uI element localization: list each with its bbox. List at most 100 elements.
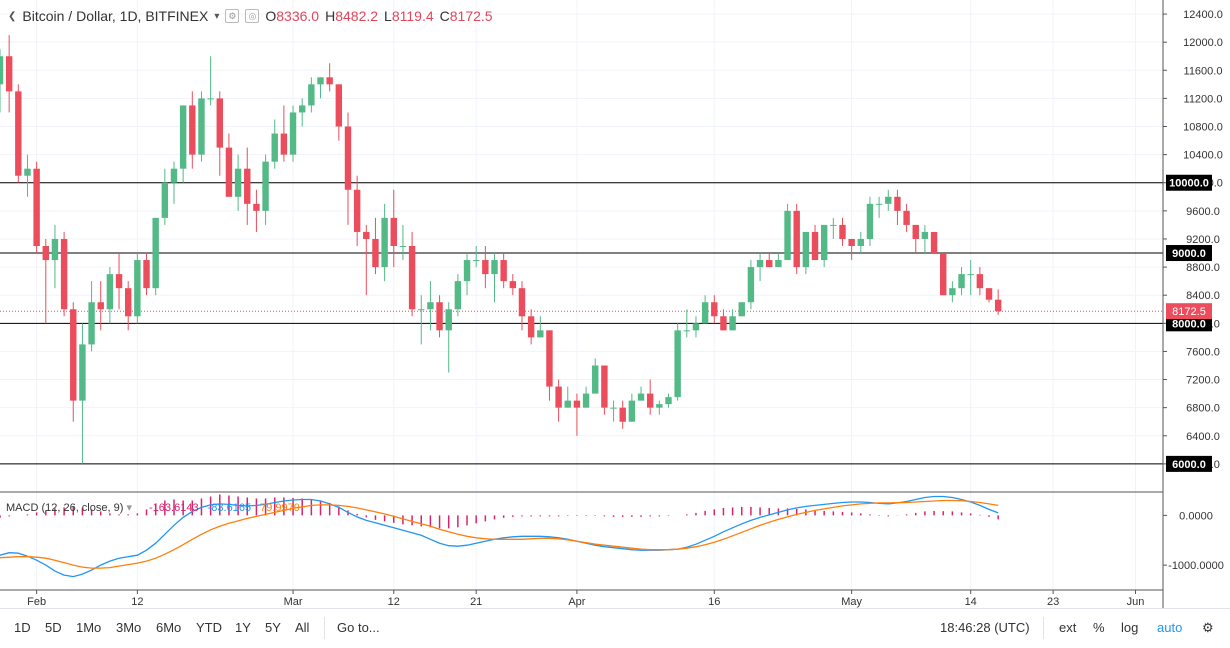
candle-body	[179, 105, 187, 169]
candle-body	[33, 168, 40, 246]
candle-body	[399, 246, 407, 247]
candle-body	[820, 224, 828, 261]
price-tick-label: 10400.0	[1183, 150, 1223, 162]
range-1mo-button[interactable]: 1Mo	[76, 620, 102, 635]
candle-body	[637, 393, 645, 401]
candle-body	[15, 91, 22, 176]
open-value: O8336.0	[265, 8, 320, 24]
level-label: 10000.0	[1169, 178, 1209, 190]
price-tick-label: 9200.0	[1186, 234, 1220, 246]
candle-body	[729, 316, 736, 331]
range-all-button[interactable]: All	[295, 620, 310, 635]
level-label-bg	[1166, 315, 1212, 332]
candle-body	[170, 168, 178, 183]
price-tick-label: 8400.0	[1186, 290, 1220, 302]
candle-body	[289, 112, 297, 155]
candle-body	[509, 281, 517, 289]
candle-body	[985, 288, 993, 300]
chart-axes: 12400.0 12000.0 11600.0 11200.0 10800.0 10400…	[0, 0, 1224, 608]
candle-body	[253, 203, 260, 211]
candle-body	[619, 407, 626, 422]
log-button[interactable]: log	[1121, 620, 1139, 635]
price-chart[interactable]: 12400.0 12000.0 11600.0 11200.0 10800.0 10400…	[0, 0, 1230, 608]
candle-body	[564, 400, 571, 408]
settings-icon[interactable]: ⚙	[1202, 620, 1214, 635]
candle-body	[390, 217, 397, 246]
clock-time: 18:46:28 (UTC)	[940, 620, 1030, 635]
candle-body	[949, 288, 956, 296]
candle-body	[70, 309, 77, 401]
macd-histogram	[0, 494, 999, 529]
candle-body	[189, 105, 196, 155]
candle-body	[665, 397, 672, 405]
candle-body	[711, 302, 718, 317]
range-ytd-button[interactable]: YTD	[196, 620, 222, 635]
range-1y-button[interactable]: 1Y	[235, 620, 251, 635]
candle-body	[363, 231, 370, 239]
candle-body	[463, 260, 471, 282]
macd-value: -83.6165	[207, 502, 252, 514]
candle-body	[839, 224, 846, 239]
candle-body	[234, 168, 242, 197]
candle-body	[830, 224, 837, 226]
auto-button[interactable]: auto	[1157, 620, 1183, 635]
range-1d-button[interactable]: 1D	[14, 620, 31, 635]
candle-body	[97, 302, 104, 310]
candle-body	[500, 260, 507, 282]
candle-body	[225, 147, 233, 197]
time-tick-label: Jun	[1127, 596, 1145, 608]
time-tick-label: Mar	[284, 596, 303, 608]
candle-body	[885, 196, 892, 204]
time-tick-label: Feb	[27, 596, 46, 608]
candle-body	[692, 323, 700, 331]
settings-icon[interactable]: ⚙	[225, 9, 240, 23]
collapse-chevron-icon[interactable]: ❮	[8, 10, 17, 22]
level-label: 6000.0	[1172, 459, 1206, 471]
price-tick-label: 10800.0	[1183, 122, 1223, 134]
range-5d-button[interactable]: 5D	[45, 620, 62, 635]
macd-title[interactable]: MACD (12, 26, close, 9)	[6, 502, 124, 514]
time-tick-label: 12	[388, 596, 400, 608]
candle-body	[381, 217, 388, 268]
candle-body	[537, 330, 544, 338]
symbol-title[interactable]: Bitcoin / Dollar, 1D, BITFINEX	[22, 8, 209, 24]
candle-body	[518, 288, 526, 317]
candle-body	[353, 189, 361, 232]
price-tick-label: 7200.0	[1186, 375, 1220, 387]
candle-body	[207, 98, 214, 100]
macd-lines	[0, 495, 999, 578]
candle-body	[472, 260, 480, 262]
candle-body	[335, 84, 343, 127]
chevron-down-icon[interactable]: ▾	[214, 10, 220, 22]
macd-tick-label: -1000.0000	[1168, 560, 1224, 572]
ext-button[interactable]: ext	[1059, 620, 1077, 635]
time-tick-label: 14	[965, 596, 977, 608]
candle-body	[317, 77, 324, 85]
source-icon[interactable]: ◎	[245, 9, 260, 23]
range-5y-button[interactable]: 5Y	[265, 620, 281, 635]
price-tick-label: 6800.0	[1186, 403, 1220, 415]
level-label: 9000.0	[1172, 248, 1206, 260]
candle-body	[308, 84, 315, 106]
range-3mo-button[interactable]: 3Mo	[116, 620, 142, 635]
candle-body	[298, 105, 306, 113]
candle-body	[244, 168, 251, 204]
percent-button[interactable]: %	[1093, 620, 1105, 635]
candle-body	[454, 281, 462, 310]
time-tick-label: 23	[1047, 596, 1059, 608]
price-tick-label: 8800.0	[1186, 262, 1220, 274]
candle-body	[866, 203, 874, 239]
candle-body	[610, 407, 617, 409]
chevron-down-icon[interactable]: ▾	[126, 502, 132, 514]
toolbar-divider	[1043, 617, 1044, 639]
candle-body	[262, 161, 269, 211]
goto-button[interactable]: Go to...	[337, 620, 380, 635]
candle-body	[656, 404, 663, 408]
candle-body	[720, 316, 727, 331]
macd-tick-label: 0.0000	[1179, 510, 1213, 522]
candle-body	[198, 98, 205, 155]
candle-body	[51, 238, 59, 261]
level-label-bg	[1166, 245, 1212, 262]
range-6mo-button[interactable]: 6Mo	[156, 620, 182, 635]
candle-body	[921, 231, 929, 239]
